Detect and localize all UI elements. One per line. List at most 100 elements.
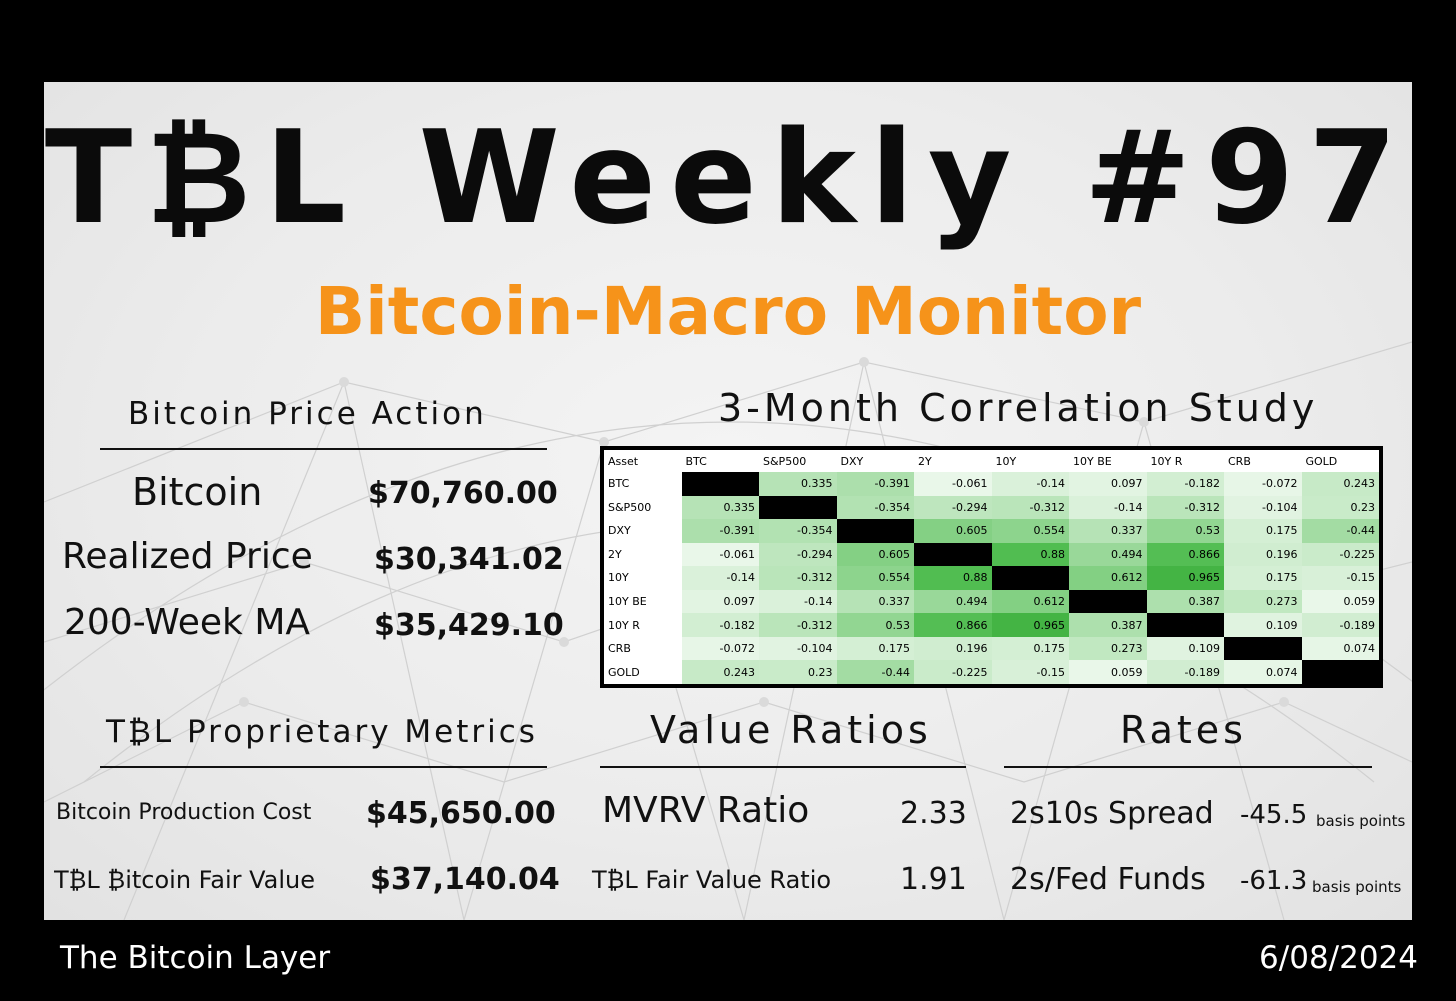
value-ratios-divider xyxy=(600,766,966,768)
correlation-cell: -0.312 xyxy=(1146,495,1224,520)
correlation-row-label: DXY xyxy=(608,524,631,538)
rates-divider xyxy=(1004,766,1372,768)
correlation-cell: 0.554 xyxy=(991,519,1069,543)
correlation-column-header: DXY xyxy=(840,454,864,468)
correlation-cell: -0.182 xyxy=(681,613,759,637)
correlation-cell: 0.175 xyxy=(836,636,914,661)
correlation-heading: 3-Month Correlation Study xyxy=(718,386,1319,430)
correlation-column-header: 10Y BE xyxy=(1073,454,1112,468)
correlation-column-header: 10Y R xyxy=(1150,454,1183,468)
correlation-cell: 0.175 xyxy=(991,636,1069,661)
footer-date: 6/08/2024 xyxy=(1259,940,1418,976)
correlation-row: GOLD 0.243 0.23 -0.44 -0.225 -0.15 0.059 -0.189… xyxy=(604,660,1379,684)
spread-2s10s-unit: basis points xyxy=(1316,812,1406,830)
correlation-cell: 0.965 xyxy=(991,613,1069,637)
correlation-cell: -0.189 xyxy=(1301,613,1379,637)
correlation-cell: -0.354 xyxy=(836,495,914,520)
correlation-cell: 0.097 xyxy=(1069,472,1147,496)
correlation-column-header: BTC xyxy=(685,454,707,468)
mvrv-value: 2.33 xyxy=(900,796,967,831)
monitor-panel: T₿L Weekly #97 Bitcoin-Macro Monitor Bit… xyxy=(44,82,1412,920)
proprietary-heading: T₿L Proprietary Metrics xyxy=(106,714,538,750)
footer-brand: The Bitcoin Layer xyxy=(60,940,331,976)
correlation-cell: 0.965 xyxy=(1146,566,1224,590)
fair-value-value: $37,140.04 xyxy=(370,862,560,897)
correlation-cell: -0.44 xyxy=(836,660,914,684)
correlation-cell: 0.53 xyxy=(836,613,914,637)
realized-price-label: Realized Price xyxy=(62,536,313,577)
correlation-diagonal-cell xyxy=(1224,636,1302,661)
correlation-row-label: 10Y R xyxy=(608,618,640,632)
correlation-row: 2Y -0.061 -0.294 0.605 0.88 0.494 0.866 0.196 -0… xyxy=(604,542,1379,567)
fair-value-label: T₿L ₿itcoin Fair Value xyxy=(54,866,316,894)
correlation-cell: 0.273 xyxy=(1069,636,1147,661)
bitcoin-price-label: Bitcoin xyxy=(132,470,263,514)
correlation-diagonal-cell xyxy=(759,495,837,520)
correlation-cell: 0.335 xyxy=(759,472,837,496)
fed-funds-value: -61.3 xyxy=(1240,866,1308,896)
correlation-cell: 0.059 xyxy=(1069,660,1147,684)
correlation-cell: 0.109 xyxy=(1146,636,1224,661)
correlation-cell: 0.23 xyxy=(1301,495,1379,520)
correlation-cell: -0.072 xyxy=(681,636,759,661)
correlation-cell: -0.104 xyxy=(759,636,837,661)
200-week-ma-label: 200-Week MA xyxy=(64,602,311,643)
price-action-heading: Bitcoin Price Action xyxy=(128,396,487,432)
correlation-cell: -0.44 xyxy=(1301,519,1379,543)
proprietary-divider xyxy=(100,766,547,768)
correlation-cell: 0.53 xyxy=(1146,519,1224,543)
correlation-cell: 0.605 xyxy=(914,519,992,543)
production-cost-value: $45,650.00 xyxy=(366,796,556,831)
200-week-ma-value: $35,429.10 xyxy=(374,608,564,643)
correlation-diagonal-cell xyxy=(1301,660,1379,684)
correlation-cell: -0.294 xyxy=(759,542,837,567)
correlation-cell: -0.225 xyxy=(1301,542,1379,567)
correlation-cell: 0.387 xyxy=(1069,613,1147,637)
correlation-cell: 0.88 xyxy=(991,542,1069,567)
correlation-column-header: CRB xyxy=(1228,454,1251,468)
spread-2s10s-label: 2s10s Spread xyxy=(1010,796,1214,831)
correlation-cell: -0.294 xyxy=(914,495,992,520)
mvrv-label: MVRV Ratio xyxy=(602,790,810,831)
page-subtitle: Bitcoin-Macro Monitor xyxy=(314,273,1142,350)
correlation-cell: 0.335 xyxy=(681,495,759,520)
correlation-cell: -0.14 xyxy=(1069,495,1147,520)
realized-price-value: $30,341.02 xyxy=(374,542,564,577)
value-ratios-heading: Value Ratios xyxy=(650,708,932,752)
correlation-row: CRB -0.072 -0.104 0.175 0.196 0.175 0.273 0.109… xyxy=(604,636,1379,661)
fed-funds-unit: basis points xyxy=(1312,878,1402,896)
spread-2s10s-value: -45.5 xyxy=(1240,800,1308,830)
fair-value-ratio-value: 1.91 xyxy=(900,862,967,897)
correlation-row-label: 10Y xyxy=(608,571,629,585)
correlation-cell: 0.243 xyxy=(1301,472,1379,496)
correlation-cell: 0.175 xyxy=(1224,566,1302,590)
correlation-diagonal-cell xyxy=(836,519,914,543)
correlation-cell: -0.225 xyxy=(914,660,992,684)
correlation-cell: -0.104 xyxy=(1224,495,1302,520)
correlation-diagonal-cell xyxy=(1146,613,1224,637)
correlation-cell: -0.14 xyxy=(681,566,759,590)
correlation-row-label: BTC xyxy=(608,477,630,491)
correlation-cell: 0.605 xyxy=(836,542,914,567)
correlation-cell: -0.072 xyxy=(1224,472,1302,496)
correlation-cell: 0.494 xyxy=(1069,542,1147,567)
correlation-cell: 0.337 xyxy=(836,589,914,614)
correlation-cell: 0.273 xyxy=(1224,589,1302,614)
price-action-divider xyxy=(100,448,547,450)
correlation-cell: 0.554 xyxy=(836,566,914,590)
correlation-cell: -0.061 xyxy=(914,472,992,496)
correlation-cell: 0.866 xyxy=(1146,542,1224,567)
rates-heading: Rates xyxy=(1120,708,1247,752)
correlation-cell: 0.074 xyxy=(1224,660,1302,684)
correlation-diagonal-cell xyxy=(991,566,1069,590)
correlation-column-header: Asset xyxy=(608,454,639,468)
correlation-column-header: 2Y xyxy=(918,454,932,468)
correlation-cell: 0.337 xyxy=(1069,519,1147,543)
correlation-cell: 0.097 xyxy=(681,589,759,614)
correlation-cell: 0.494 xyxy=(914,589,992,614)
fed-funds-label: 2s/Fed Funds xyxy=(1010,862,1206,897)
correlation-cell: -0.15 xyxy=(1301,566,1379,590)
correlation-row: BTC 0.335 -0.391 -0.061 -0.14 0.097 -0.182 -0.0… xyxy=(604,472,1379,496)
correlation-diagonal-cell xyxy=(1069,589,1147,614)
correlation-cell: -0.312 xyxy=(759,566,837,590)
